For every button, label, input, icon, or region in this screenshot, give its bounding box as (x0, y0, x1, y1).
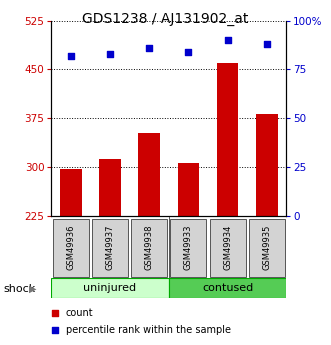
Bar (256, 114, 277, 216)
Bar (138, 133, 160, 216)
Point (225, 38, 230, 43)
Text: GSM49936: GSM49936 (67, 225, 75, 270)
Text: GSM49935: GSM49935 (262, 225, 271, 270)
Bar (60, 169, 82, 216)
Text: GSM49938: GSM49938 (145, 225, 154, 270)
Bar (51, 278, 169, 298)
Bar (210, 219, 246, 277)
Point (68, 53, 73, 59)
Text: GDS1238 / AJ131902_at: GDS1238 / AJ131902_at (82, 12, 249, 26)
Point (264, 41, 269, 47)
Point (186, 49, 191, 55)
Bar (178, 163, 199, 216)
Point (52, 328, 57, 333)
Bar (169, 278, 286, 298)
Text: percentile rank within the sample: percentile rank within the sample (66, 325, 231, 335)
Point (147, 45, 152, 51)
Text: shock: shock (3, 284, 35, 294)
Text: GSM49937: GSM49937 (106, 225, 115, 270)
Bar (53, 219, 89, 277)
Text: uninjured: uninjured (83, 284, 137, 293)
Bar (217, 63, 238, 216)
Bar (92, 219, 128, 277)
Bar (170, 219, 207, 277)
Text: count: count (66, 308, 93, 318)
Point (107, 51, 113, 57)
Text: GSM49934: GSM49934 (223, 225, 232, 270)
Text: GSM49933: GSM49933 (184, 225, 193, 270)
Bar (99, 159, 121, 216)
Point (52, 310, 57, 316)
Bar (131, 219, 167, 277)
Text: ▶: ▶ (29, 284, 37, 294)
Bar (249, 219, 285, 277)
Text: contused: contused (202, 284, 253, 293)
